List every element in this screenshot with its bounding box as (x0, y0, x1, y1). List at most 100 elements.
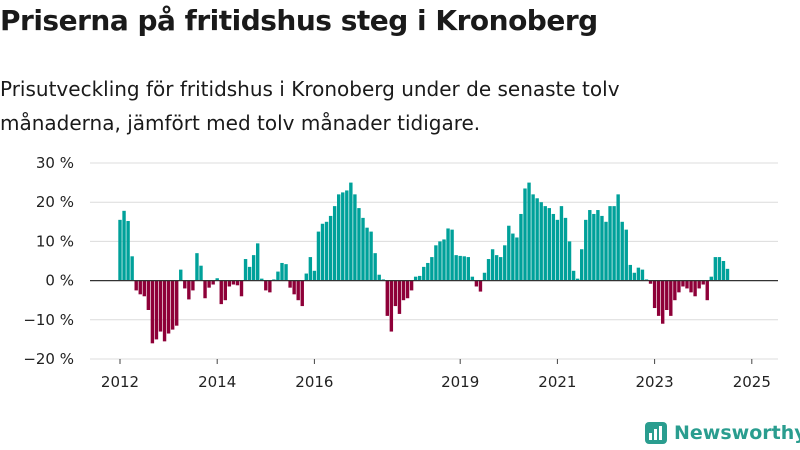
bar (243, 259, 248, 281)
bar (709, 276, 713, 281)
bar (523, 188, 527, 281)
bar (247, 266, 252, 281)
bar (596, 210, 600, 281)
bar (126, 221, 130, 281)
bar (446, 228, 450, 281)
bar (162, 280, 167, 342)
bar (195, 253, 199, 281)
bar (345, 190, 349, 281)
bar (361, 217, 365, 281)
bar (405, 280, 410, 299)
bar (276, 271, 280, 281)
bar (187, 280, 191, 300)
bar (499, 257, 503, 281)
x-tick-label: 2012 (101, 373, 139, 391)
bar (677, 280, 681, 293)
bar (191, 280, 195, 291)
bar (494, 255, 499, 281)
y-tick-label: 0 % (45, 272, 74, 290)
bar (385, 280, 389, 316)
newsworthy-brand[interactable]: Newsworthy (645, 419, 800, 447)
bar (632, 272, 637, 281)
bar (661, 280, 665, 324)
bar (179, 269, 183, 281)
bar (256, 243, 260, 281)
bar (652, 280, 657, 309)
bar (571, 270, 576, 281)
brand-name: Newsworthy (674, 422, 800, 444)
bar (328, 215, 333, 281)
y-axis-ticks: −20 % −10 % 0 % 10 % 20 % 30 % (23, 154, 74, 368)
bar (349, 182, 353, 281)
bar (628, 264, 632, 281)
annotations: 3 % (739, 145, 768, 149)
bar (260, 278, 264, 281)
bar (555, 219, 560, 281)
bar (150, 280, 155, 344)
bar (527, 182, 531, 281)
grid-lines (90, 162, 778, 360)
bar (575, 278, 580, 281)
bar (308, 257, 313, 281)
bar (608, 206, 612, 281)
bar (624, 229, 628, 281)
bar (616, 194, 620, 281)
bar (199, 265, 203, 281)
bar (567, 241, 572, 281)
bar (551, 213, 556, 281)
bar (389, 280, 394, 332)
bar (515, 237, 519, 281)
bar (365, 227, 369, 281)
newsworthy-logo-icon (645, 422, 667, 444)
bar (332, 206, 337, 281)
y-tick-label: 30 % (36, 154, 74, 172)
bar (482, 272, 487, 281)
bar (409, 280, 414, 291)
bar (559, 206, 564, 281)
bar (300, 280, 304, 307)
bar (600, 215, 604, 281)
bar (324, 221, 329, 281)
bar (701, 280, 705, 285)
bar (264, 280, 268, 291)
bar (640, 269, 645, 281)
bar (377, 274, 381, 281)
bar (207, 280, 211, 288)
bar (142, 280, 146, 297)
bar (175, 280, 179, 326)
bar (341, 192, 345, 281)
bar (648, 280, 653, 284)
bar (418, 275, 422, 281)
bar (337, 194, 341, 281)
y-tick-label: 10 % (36, 232, 74, 250)
bar (426, 262, 430, 281)
bar (588, 210, 592, 281)
bar (203, 280, 207, 299)
bar (478, 280, 483, 292)
bar (134, 280, 138, 291)
chart-subtitle: Prisutveckling för fritidshus i Kronober… (0, 77, 620, 135)
x-tick-label: 2016 (295, 373, 333, 391)
bar (462, 256, 466, 281)
bar (580, 249, 584, 281)
bar (215, 278, 219, 281)
bar (138, 280, 142, 295)
bar (656, 280, 661, 316)
bar (401, 280, 406, 301)
bar (231, 280, 236, 285)
bar (665, 280, 669, 310)
x-tick-label: 2021 (538, 373, 576, 391)
bar (154, 280, 159, 340)
x-tick-label: 2014 (198, 373, 236, 391)
bar (413, 276, 418, 281)
bar (280, 262, 284, 281)
bar (373, 253, 377, 281)
y-tick-label: 20 % (36, 193, 74, 211)
bar (304, 273, 308, 281)
bar (673, 280, 677, 301)
bar (458, 255, 462, 281)
bar (223, 280, 227, 301)
bar (442, 239, 446, 281)
bar (158, 280, 163, 332)
bar (563, 217, 568, 281)
